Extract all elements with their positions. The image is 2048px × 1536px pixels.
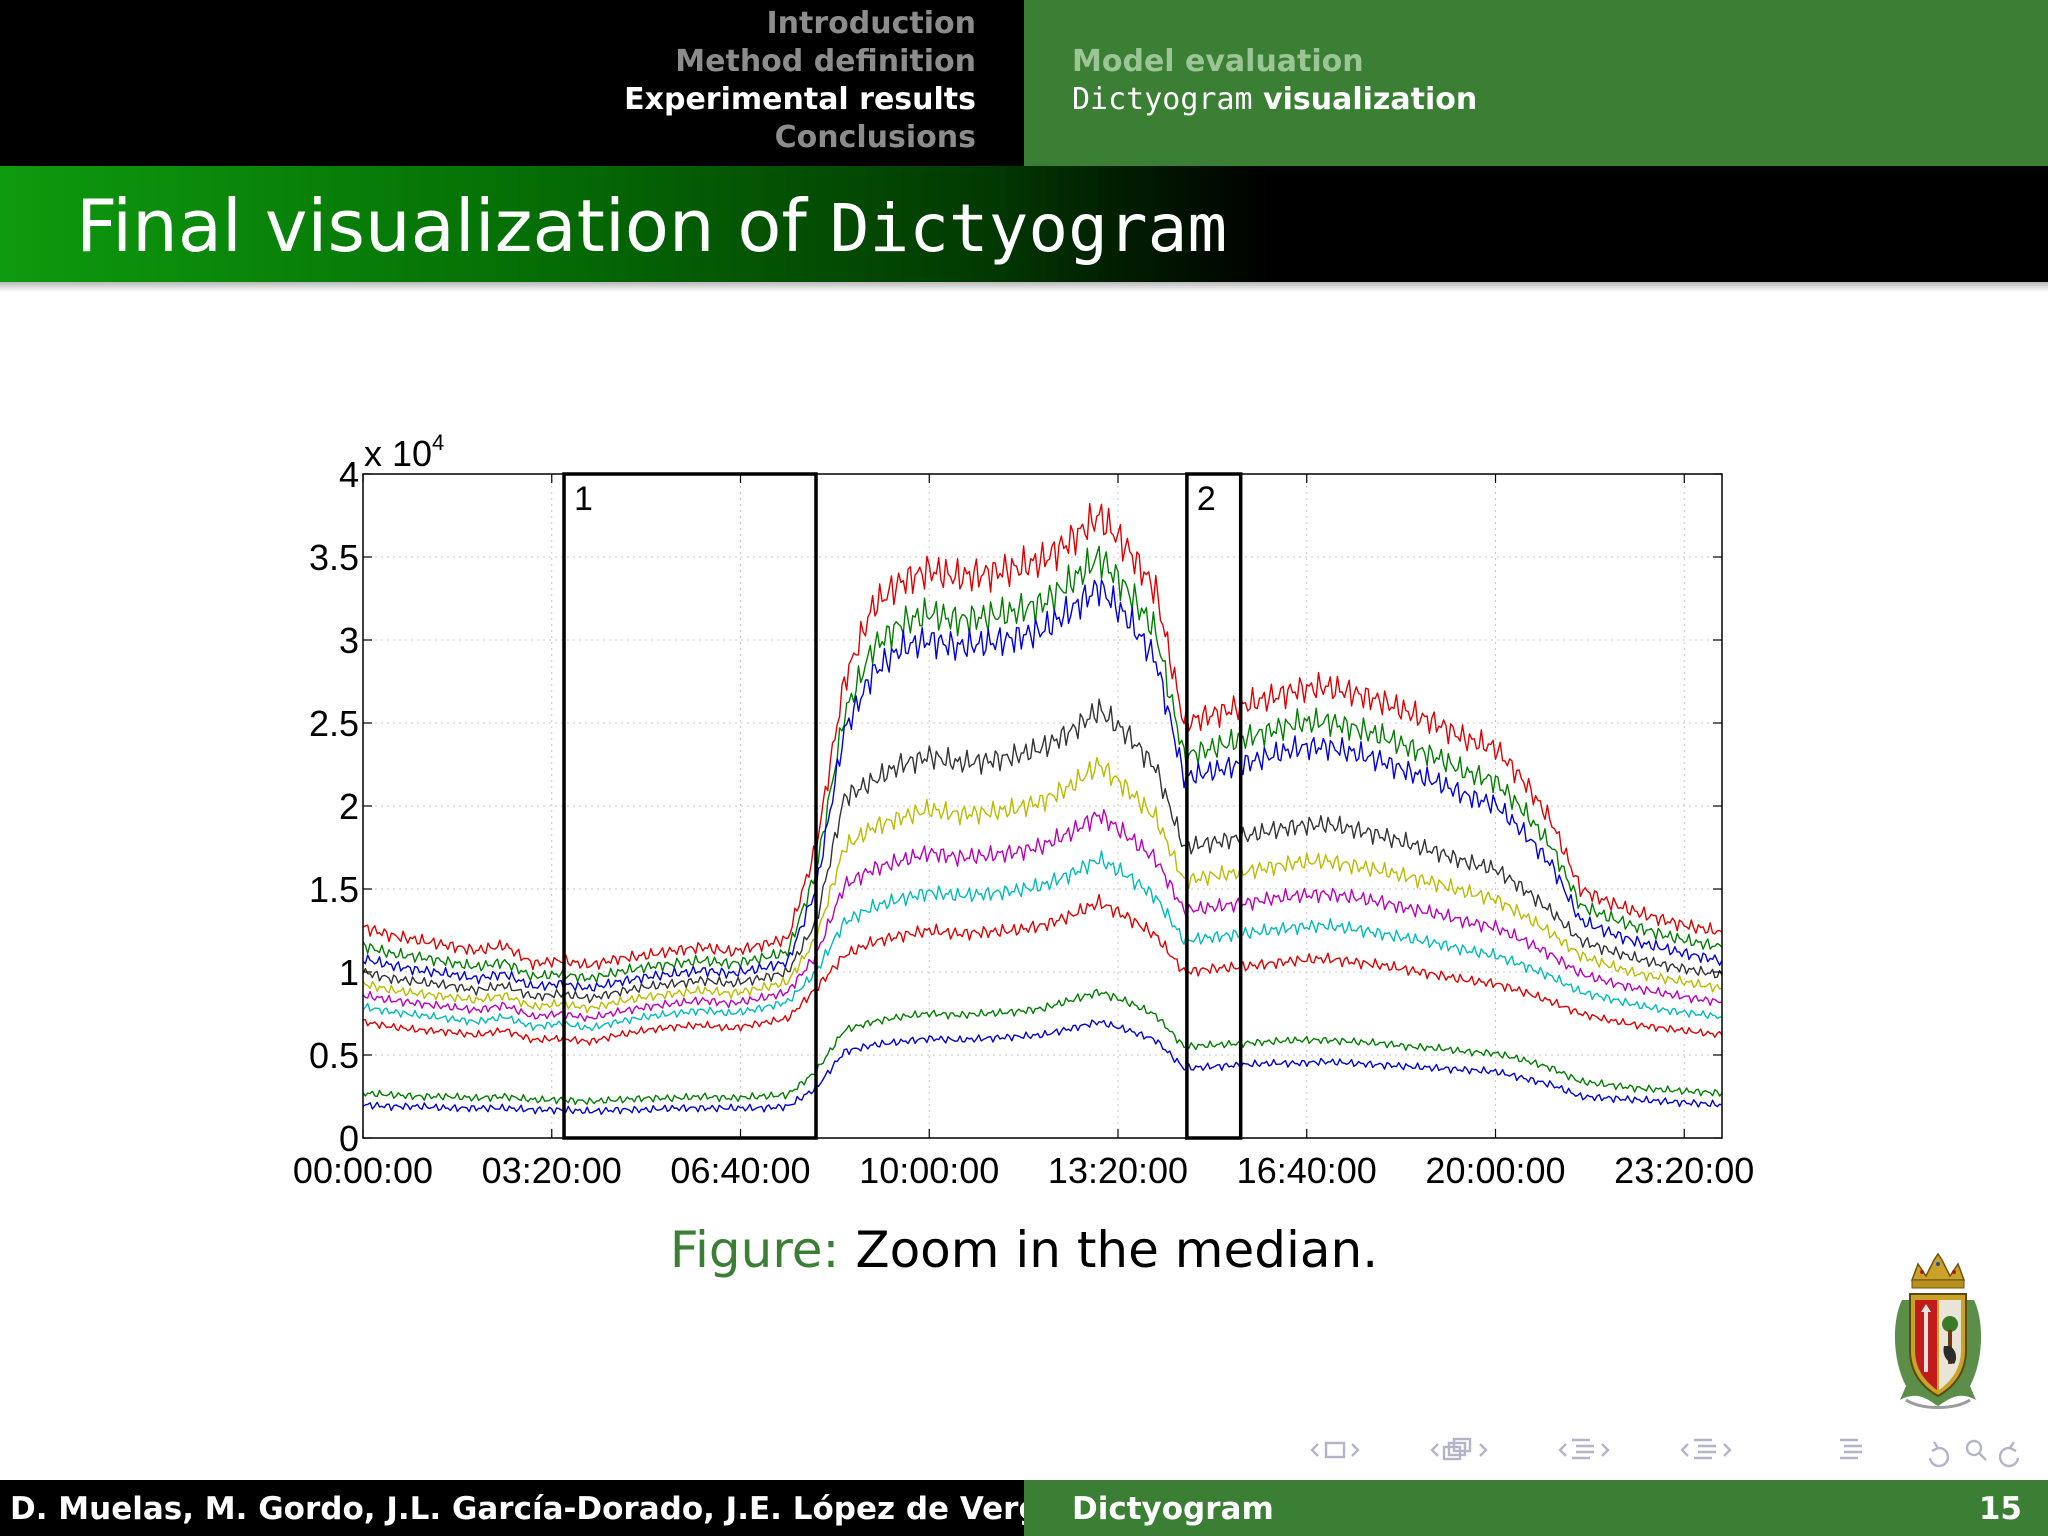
- title-shadow: [0, 282, 2048, 292]
- axis-ticks: 00:00:00 03:20:00 06:40:00 10:00:00 13:20:00…: [293, 454, 1754, 1191]
- footer-authors-panel: D. Muelas, M. Gordo, J.L. García-Dorado,…: [0, 1480, 1098, 1536]
- page-number: 15: [1978, 1491, 2022, 1527]
- series-line: [362, 698, 1723, 1004]
- outline-icon[interactable]: [1840, 1438, 1862, 1460]
- y-tick-label: 4: [339, 454, 359, 495]
- footer-authors: D. Muelas, M. Gordo, J.L. García-Dorado,…: [10, 1491, 1098, 1527]
- annotation-box: [1185, 472, 1243, 1140]
- beamer-navigation-symbols: [1310, 1437, 2020, 1468]
- university-crest-logo: [1894, 1252, 1982, 1409]
- nav-subsection-model-evaluation[interactable]: Model evaluation: [1072, 43, 1364, 81]
- slide-title-code: Dictyogram: [829, 190, 1228, 267]
- figure-caption: Figure: Zoom in the median.: [0, 1222, 2048, 1278]
- subsec-alt-icon[interactable]: [1694, 1438, 1716, 1460]
- x-tick-label: 16:40:00: [1237, 1150, 1377, 1191]
- frame-title-bar: Final visualization of Dictyogram: [0, 166, 2048, 282]
- x-tick-label: 03:20:00: [482, 1150, 622, 1191]
- y-tick-label: 1: [339, 952, 359, 993]
- slide-title-text: Final visualization of: [76, 184, 830, 268]
- top-navigation-bar: Introduction Method definition Experimen…: [0, 0, 2048, 166]
- y-tick-label: 2.5: [309, 703, 359, 744]
- y-tick-label: 0: [339, 1118, 359, 1159]
- series-line: [362, 893, 1723, 1046]
- nav-subsection-label: visualization: [1252, 82, 1478, 117]
- series-line: [362, 579, 1723, 992]
- frame-prev-icon[interactable]: [1310, 1443, 1319, 1457]
- subsec-alt-next-icon[interactable]: [1723, 1443, 1732, 1457]
- y-tick-label: 3: [339, 620, 359, 661]
- undo-icon[interactable]: [1928, 1441, 1950, 1468]
- x-tick-label: 23:20:00: [1614, 1150, 1754, 1191]
- y-exponent-base: x 10: [364, 433, 432, 474]
- x-tick-label: 10:00:00: [859, 1150, 999, 1191]
- y-exponent-label: x 104: [364, 430, 444, 474]
- grid-lines: [363, 474, 1722, 1138]
- nav-section-introduction[interactable]: Introduction: [766, 6, 976, 41]
- subsection-navigation: Model evaluation Dictyogram visualizatio…: [1024, 0, 2048, 166]
- subsec-alt-prev-icon[interactable]: [1680, 1443, 1689, 1457]
- footer-short-title: Dictyogram: [1072, 1491, 1274, 1527]
- series-line: [362, 503, 1723, 971]
- footer-bar: D. Muelas, M. Gordo, J.L. García-Dorado,…: [0, 1480, 2048, 1536]
- section-icon[interactable]: [1572, 1438, 1594, 1460]
- x-tick-label: 20:00:00: [1425, 1150, 1565, 1191]
- footer-title-panel: Dictyogram 15: [1024, 1480, 2048, 1536]
- y-tick-label: 0.5: [309, 1035, 359, 1076]
- x-tick-label: 00:00:00: [293, 1150, 433, 1191]
- series-lines: [362, 503, 1723, 1116]
- caption-text: Zoom in the median.: [855, 1221, 1379, 1279]
- slide-title: Final visualization of Dictyogram: [76, 188, 1227, 267]
- annotation-label: 1: [574, 480, 593, 518]
- y-tick-label: 2: [339, 786, 359, 827]
- nav-section-conclusions[interactable]: Conclusions: [774, 120, 976, 155]
- series-line: [362, 545, 1723, 984]
- y-tick-label: 3.5: [309, 537, 359, 578]
- caption-label: Figure:: [669, 1221, 840, 1279]
- x-tick-label: 13:20:00: [1048, 1150, 1188, 1191]
- series-line: [362, 809, 1723, 1022]
- y-tick-label: 1.5: [309, 869, 359, 910]
- annotation-label: 2: [1197, 480, 1216, 518]
- subsection-icon[interactable]: [1442, 1437, 1472, 1461]
- section-navigation: Introduction Method definition Experimen…: [0, 0, 1024, 166]
- nav-section-experimental-results[interactable]: Experimental results: [624, 82, 976, 117]
- series-line: [362, 756, 1723, 1014]
- series-line: [362, 988, 1723, 1106]
- series-line: [362, 1019, 1723, 1116]
- section-next-icon[interactable]: [1601, 1443, 1610, 1457]
- nav-subsection-label: Model evaluation: [1072, 44, 1364, 79]
- redo-icon[interactable]: [1998, 1441, 2020, 1468]
- nav-subsection-code: Dictyogram: [1072, 82, 1253, 117]
- x-tick-label: 06:40:00: [670, 1150, 810, 1191]
- subsection-next-icon[interactable]: [1479, 1443, 1488, 1457]
- median-zoom-line-chart: 1 2 00:00:00 03:20:00 06:40:00 10:00:00 13:20…: [293, 430, 1754, 1191]
- frame-next-icon[interactable]: [1351, 1443, 1360, 1457]
- search-icon[interactable]: [1965, 1439, 1987, 1461]
- subsection-prev-icon[interactable]: [1430, 1443, 1439, 1457]
- series-line: [362, 850, 1723, 1032]
- frame-icon[interactable]: [1324, 1441, 1346, 1459]
- y-exponent-power: 4: [432, 430, 444, 455]
- nav-section-method-definition[interactable]: Method definition: [675, 44, 976, 79]
- nav-subsection-dictyogram-visualization[interactable]: Dictyogram visualization: [1072, 81, 1477, 119]
- section-prev-icon[interactable]: [1558, 1443, 1567, 1457]
